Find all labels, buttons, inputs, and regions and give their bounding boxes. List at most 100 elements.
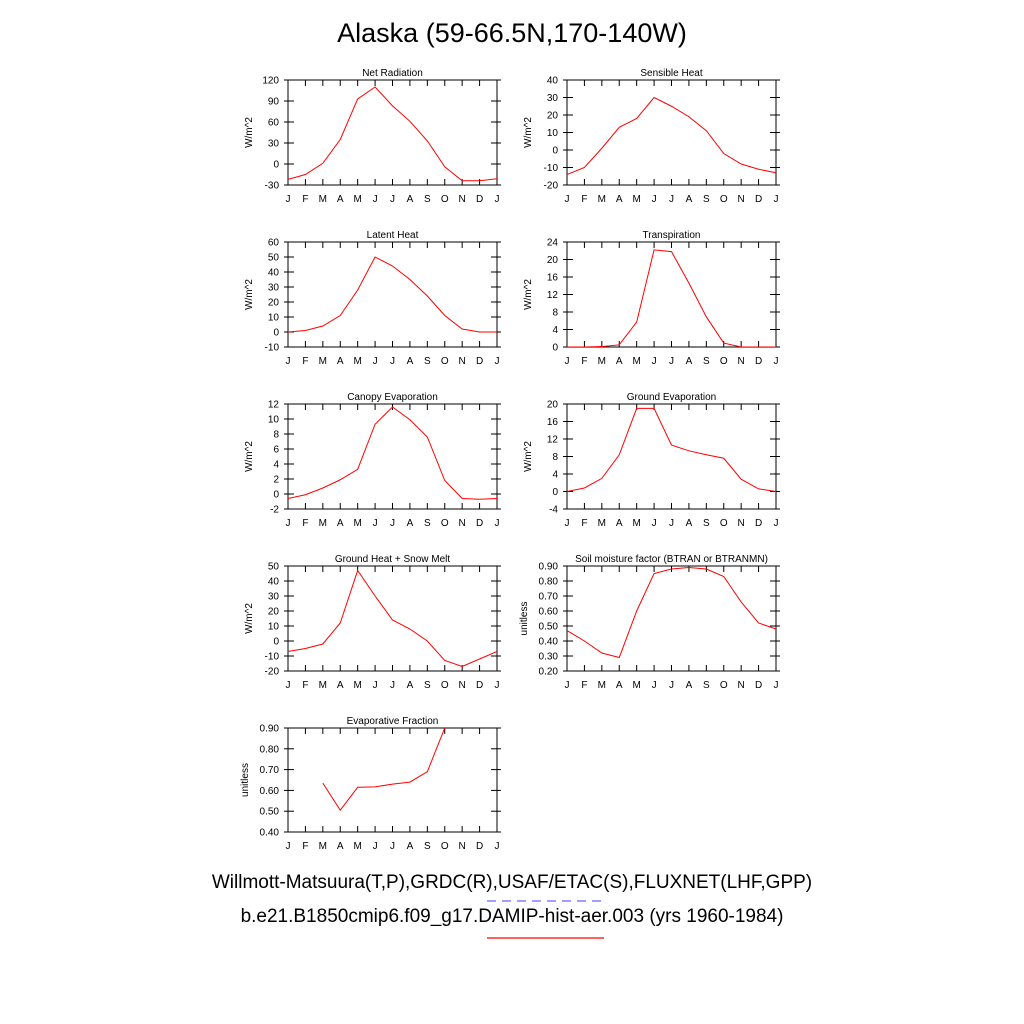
panel-latent-heat-ytick-label: 10 bbox=[268, 313, 280, 324]
panel-sensible-heat-ytick-label: -20 bbox=[544, 181, 559, 192]
panel-net-radiation-xtick-label: D bbox=[476, 194, 483, 205]
panel-ground-heat-snow-melt-xtick-label: J bbox=[373, 680, 378, 691]
panel-transpiration-xtick-label: M bbox=[632, 356, 640, 367]
panel-evaporative-fraction-xtick-label: J bbox=[495, 841, 500, 852]
panel-canopy-evaporation-ytick-label: -2 bbox=[270, 505, 279, 516]
panel-latent-heat-ytick-label: 20 bbox=[268, 298, 280, 309]
panel-transpiration-xtick-label: O bbox=[720, 356, 728, 367]
panel-ground-heat-snow-melt-xtick-label: O bbox=[441, 680, 449, 691]
panel-sensible-heat-xtick-label: D bbox=[755, 194, 762, 205]
panel-ground-heat-snow-melt-title: Ground Heat + Snow Melt bbox=[335, 554, 451, 565]
panel-evaporative-fraction-ytick-label: 0.70 bbox=[260, 765, 280, 776]
panel-soil-moisture-factor-btran-or-btranmn-xtick-label: S bbox=[703, 680, 710, 691]
panel-canopy-evaporation-frame bbox=[287, 403, 498, 510]
panel-ground-heat-snow-melt-ytick-label: 40 bbox=[268, 577, 280, 588]
panel-latent-heat-xtick-label: M bbox=[353, 356, 361, 367]
panel-sensible-heat-xtick-label: S bbox=[703, 194, 710, 205]
panel-canopy-evaporation-xtick-label: O bbox=[441, 518, 449, 529]
panel-latent-heat-xtick-label: M bbox=[319, 356, 327, 367]
figure-title: Alaska (59-66.5N,170-140W) bbox=[337, 18, 687, 48]
panel-ground-heat-snow-melt-ytick-label: 30 bbox=[268, 592, 280, 603]
panel-canopy-evaporation-xtick-label: S bbox=[424, 518, 431, 529]
panel-canopy-evaporation-ylabel: W/m^2 bbox=[244, 441, 255, 472]
panel-sensible-heat-frame bbox=[566, 79, 777, 186]
panel-soil-moisture-factor-btran-or-btranmn-xtick-label: F bbox=[581, 680, 587, 691]
panel-sensible-heat-ytick-label: 0 bbox=[552, 146, 558, 157]
panel-net-radiation-xtick-label: J bbox=[495, 194, 500, 205]
panel-evaporative-fraction-xtick-label: J bbox=[373, 841, 378, 852]
panel-ground-heat-snow-melt-xtick-label: A bbox=[337, 680, 344, 691]
panel-evaporative-fraction-ytick-label: 0.40 bbox=[260, 828, 280, 839]
panel-sensible-heat-xtick-label: A bbox=[616, 194, 623, 205]
panel-ground-heat-snow-melt-ytick-label: 0 bbox=[273, 637, 279, 648]
panel-sensible-heat-xtick-label: F bbox=[581, 194, 587, 205]
panel-sensible-heat-xtick-label: M bbox=[632, 194, 640, 205]
panel-soil-moisture-factor-btran-or-btranmn-title: Soil moisture factor (BTRAN or BTRANMN) bbox=[575, 554, 768, 565]
panel-soil-moisture-factor-btran-or-btranmn-xtick-label: M bbox=[632, 680, 640, 691]
panel-transpiration-xtick-label: F bbox=[581, 356, 587, 367]
panel-evaporative-fraction-title: Evaporative Fraction bbox=[347, 716, 439, 727]
panel-soil-moisture-factor-btran-or-btranmn-ytick-label: 0.50 bbox=[539, 622, 559, 633]
panel-canopy-evaporation-xtick-label: A bbox=[407, 518, 414, 529]
panel-evaporative-fraction-ylabel: unitless bbox=[240, 763, 251, 797]
panel-net-radiation-title: Net Radiation bbox=[362, 68, 423, 79]
panel-transpiration-xtick-label: J bbox=[565, 356, 570, 367]
panel-ground-evaporation-xtick-label: J bbox=[669, 518, 674, 529]
panel-transpiration-xtick-label: D bbox=[755, 356, 762, 367]
panel-canopy-evaporation-xtick-label: J bbox=[286, 518, 291, 529]
panel-evaporative-fraction-xtick-label: D bbox=[476, 841, 483, 852]
panel-transpiration-ytick-label: 8 bbox=[552, 308, 558, 319]
panel-ground-evaporation-xtick-label: D bbox=[755, 518, 762, 529]
panel-transpiration-xtick-label: J bbox=[652, 356, 657, 367]
panel-sensible-heat-ytick-label: 20 bbox=[547, 111, 559, 122]
panel-soil-moisture-factor-btran-or-btranmn: Soil moisture factor (BTRAN or BTRANMN) J… bbox=[519, 554, 780, 691]
panel-soil-moisture-factor-btran-or-btranmn-xtick-label: J bbox=[565, 680, 570, 691]
panel-ground-evaporation-ytick-label: 0 bbox=[552, 487, 558, 498]
panel-latent-heat-xtick-label: F bbox=[302, 356, 308, 367]
panel-ground-heat-snow-melt-frame bbox=[287, 565, 498, 672]
panel-transpiration-xtick-label: A bbox=[686, 356, 693, 367]
panel-transpiration-ytick-label: 20 bbox=[547, 255, 559, 266]
panel-soil-moisture-factor-btran-or-btranmn-xtick-label: J bbox=[669, 680, 674, 691]
panel-evaporative-fraction-ytick-label: 0.80 bbox=[260, 744, 280, 755]
panel-ground-heat-snow-melt-xtick-label: M bbox=[353, 680, 361, 691]
panel-sensible-heat-xtick-label: J bbox=[669, 194, 674, 205]
panel-soil-moisture-factor-btran-or-btranmn-xtick-label: A bbox=[686, 680, 693, 691]
panel-evaporative-fraction-xtick-label: M bbox=[319, 841, 327, 852]
panel-ground-evaporation-title: Ground Evaporation bbox=[627, 392, 717, 403]
panel-transpiration-ytick-label: 16 bbox=[547, 273, 559, 284]
panel-latent-heat-ytick-label: 40 bbox=[268, 268, 280, 279]
panel-evaporative-fraction-ytick-label: 0.50 bbox=[260, 807, 280, 818]
panel-transpiration-ytick-label: 0 bbox=[552, 343, 558, 354]
panel-canopy-evaporation-ytick-label: 2 bbox=[273, 475, 279, 486]
panel-soil-moisture-factor-btran-or-btranmn-series-line bbox=[567, 566, 776, 659]
panel-soil-moisture-factor-btran-or-btranmn-ylabel: unitless bbox=[519, 602, 530, 636]
panel-net-radiation-xtick-label: N bbox=[459, 194, 466, 205]
panel-canopy-evaporation-ytick-label: 4 bbox=[273, 460, 279, 471]
panel-latent-heat-xtick-label: J bbox=[495, 356, 500, 367]
panel-ground-evaporation-xtick-label: S bbox=[703, 518, 710, 529]
panel-sensible-heat-xtick-label: J bbox=[565, 194, 570, 205]
panel-net-radiation-xtick-label: S bbox=[424, 194, 431, 205]
panel-canopy-evaporation-xtick-label: M bbox=[319, 518, 327, 529]
panel-sensible-heat-series-line bbox=[567, 96, 776, 175]
panel-ground-heat-snow-melt-xtick-label: D bbox=[476, 680, 483, 691]
panel-soil-moisture-factor-btran-or-btranmn-ytick-label: 0.70 bbox=[539, 592, 559, 603]
panel-transpiration-frame bbox=[566, 241, 777, 348]
panel-evaporative-fraction-xtick-label: J bbox=[390, 841, 395, 852]
panel-evaporative-fraction-xtick-label: J bbox=[286, 841, 291, 852]
panel-transpiration-ytick-label: 4 bbox=[552, 325, 558, 336]
panel-net-radiation-xtick-label: A bbox=[407, 194, 414, 205]
panel-net-radiation-ytick-label: 60 bbox=[268, 118, 280, 129]
panel-sensible-heat-xtick-label: M bbox=[598, 194, 606, 205]
panel-soil-moisture-factor-btran-or-btranmn-xtick-label: J bbox=[652, 680, 657, 691]
panel-sensible-heat-ylabel: W/m^2 bbox=[523, 117, 534, 148]
panel-net-radiation-xtick-label: F bbox=[302, 194, 308, 205]
panel-ground-heat-snow-melt-ytick-label: 10 bbox=[268, 622, 280, 633]
panel-transpiration-ytick-label: 24 bbox=[547, 238, 559, 249]
